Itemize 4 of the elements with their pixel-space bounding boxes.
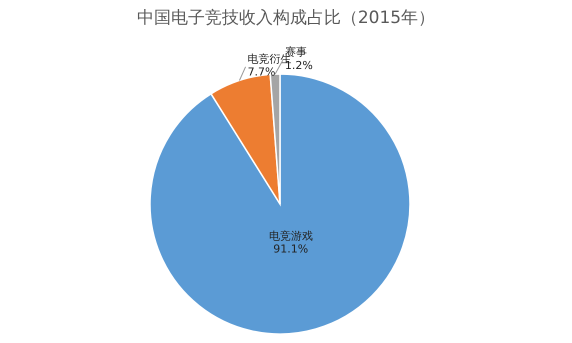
data-label: 7.7%: [248, 66, 276, 79]
slice-label: 电竞游戏: [268, 229, 313, 242]
chart-title: 中国电子竞技收入构成占比（2015年）: [136, 7, 436, 29]
data-label: 91.1%: [273, 242, 308, 256]
